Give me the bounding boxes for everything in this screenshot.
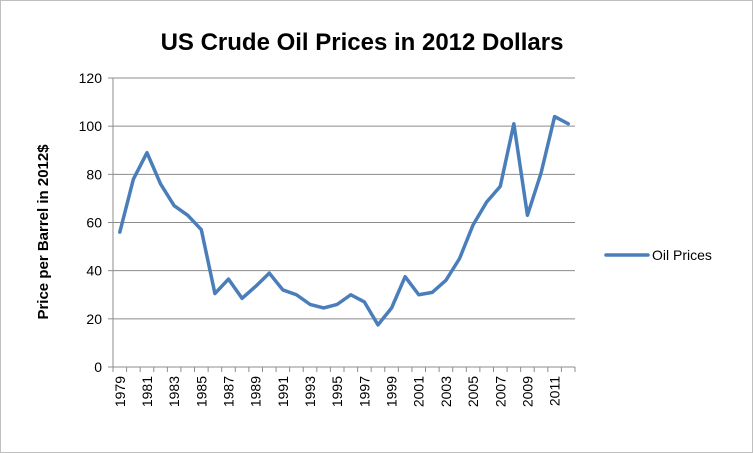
series-line: [118, 114, 570, 327]
x-tick-label: 1997: [356, 376, 372, 407]
y-tick-label: 60: [86, 215, 102, 231]
chart-title: US Crude Oil Prices in 2012 Dollars: [161, 29, 564, 56]
x-tick-label: 2003: [438, 376, 454, 407]
y-tick-label: 20: [86, 311, 102, 327]
y-tick-label: 40: [86, 263, 102, 279]
x-tick-label: 1981: [139, 376, 155, 407]
y-tick-label: 120: [79, 70, 103, 86]
x-tick-label: 2011: [547, 376, 563, 406]
x-tick-label: 1979: [112, 376, 128, 407]
legend-label: Oil Prices: [652, 247, 712, 263]
y-axis-label: Price per Barrel in 2012$: [35, 144, 52, 320]
x-tick-label: 2009: [519, 376, 535, 407]
x-tick-label: 2005: [465, 376, 481, 407]
x-tick-label: 2007: [492, 376, 508, 407]
x-tick-label: 1985: [193, 376, 209, 407]
y-tick-label: 0: [94, 359, 102, 375]
x-tick-label: 1983: [166, 376, 182, 407]
x-tick-label: 1991: [275, 376, 291, 407]
x-tick-label: 2001: [411, 376, 427, 407]
x-tick-label: 1987: [221, 376, 237, 407]
x-tick-label: 1999: [384, 376, 400, 407]
y-tick-label: 80: [86, 166, 102, 182]
y-tick-label: 100: [79, 118, 103, 134]
x-tick-label: 1993: [302, 376, 318, 407]
x-tick-label: 1995: [329, 376, 345, 407]
x-tick-label: 1989: [248, 376, 264, 407]
